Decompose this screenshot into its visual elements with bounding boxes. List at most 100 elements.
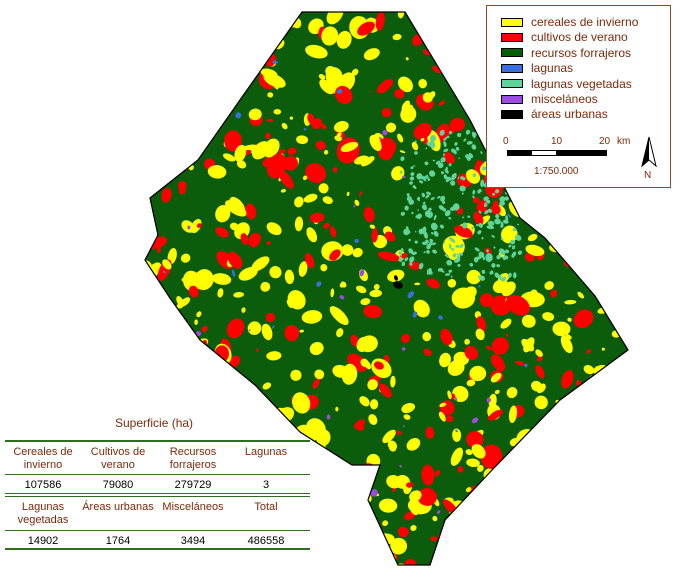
- land-patch: [178, 187, 186, 195]
- land-patch: [471, 417, 479, 424]
- map-legend: cereales de invierno cultivos de verano re…: [486, 5, 671, 188]
- land-patch: [472, 173, 477, 178]
- land-patch: [600, 421, 607, 429]
- land-patch: [431, 242, 436, 246]
- land-patch: [191, 393, 197, 402]
- land-patch: [601, 347, 605, 351]
- land-patch: [356, 336, 370, 353]
- land-patch: [532, 469, 543, 485]
- land-patch: [200, 53, 211, 66]
- land-patch: [411, 251, 417, 255]
- land-patch: [440, 328, 453, 346]
- land-patch: [426, 141, 432, 147]
- land-patch: [494, 189, 500, 194]
- land-patch: [151, 90, 164, 102]
- land-patch: [445, 415, 454, 423]
- land-patch: [463, 138, 467, 142]
- land-patch: [553, 543, 558, 551]
- land-patch: [333, 121, 349, 133]
- land-patch: [322, 196, 333, 205]
- land-patch: [480, 151, 483, 154]
- land-patch: [187, 225, 191, 230]
- land-patch: [414, 240, 418, 244]
- land-patch: [196, 69, 221, 86]
- land-patch: [613, 429, 628, 444]
- land-patch: [164, 92, 180, 107]
- land-patch: [330, 534, 336, 538]
- land-patch: [278, 170, 294, 189]
- land-patch: [318, 183, 329, 194]
- land-patch: [459, 185, 466, 192]
- land-patch: [583, 521, 597, 532]
- land-patch: [152, 375, 174, 395]
- land-patch: [472, 196, 480, 204]
- land-patch: [430, 222, 438, 231]
- land-patch: [488, 409, 504, 421]
- land-patch: [508, 244, 512, 248]
- land-patch: [369, 135, 382, 152]
- legend-item: cereales de invierno: [501, 15, 638, 29]
- land-patch: [474, 521, 484, 534]
- land-patch: [499, 201, 505, 206]
- land-patch: [384, 231, 396, 242]
- land-patch: [562, 192, 569, 196]
- land-patch: [443, 148, 449, 153]
- land-patch: [603, 477, 615, 493]
- land-patch: [598, 476, 606, 488]
- land-patch: [323, 222, 330, 229]
- land-patch: [444, 254, 448, 257]
- land-patch: [531, 211, 539, 219]
- land-patch: [466, 379, 476, 387]
- land-patch: [323, 149, 329, 155]
- land-patch: [352, 544, 364, 556]
- land-patch: [399, 150, 406, 154]
- land-patch: [561, 461, 573, 470]
- land-patch: [556, 238, 562, 244]
- land-patch: [440, 195, 446, 202]
- land-patch: [228, 69, 236, 74]
- land-patch: [245, 203, 257, 220]
- land-patch: [303, 128, 307, 131]
- land-patch: [433, 27, 452, 44]
- land-patch: [515, 192, 520, 196]
- land-patch: [399, 170, 403, 174]
- land-patch: [284, 324, 300, 342]
- land-patch: [149, 94, 165, 111]
- land-patch: [481, 269, 486, 274]
- land-patch: [351, 68, 359, 76]
- land-patch: [500, 537, 522, 554]
- land-patch: [422, 92, 433, 103]
- land-patch: [151, 165, 159, 178]
- land-patch: [464, 345, 479, 360]
- land-patch: [243, 421, 253, 428]
- land-patch: [343, 534, 351, 543]
- land-patch: [462, 222, 468, 229]
- land-patch: [145, 43, 149, 50]
- land-patch: [205, 560, 215, 565]
- land-patch: [201, 74, 208, 82]
- land-patch: [592, 223, 609, 241]
- land-patch: [426, 278, 440, 289]
- land-patch: [459, 243, 464, 249]
- header-cereales: Cereales de invierno: [13, 446, 73, 471]
- land-patch: [411, 166, 414, 169]
- land-patch: [614, 451, 621, 458]
- land-patch: [302, 175, 308, 181]
- scale-ratio: 1:750.000: [534, 166, 579, 177]
- land-patch: [457, 466, 464, 473]
- land-patch: [431, 232, 434, 235]
- land-patch: [465, 154, 470, 159]
- scale-bar: [507, 150, 607, 156]
- land-patch: [220, 37, 232, 55]
- land-patch: [287, 290, 306, 310]
- land-patch: [495, 213, 500, 219]
- land-patch: [479, 293, 494, 308]
- land-patch: [266, 413, 277, 422]
- land-patch: [414, 151, 418, 155]
- land-patch: [443, 141, 447, 148]
- land-patch: [598, 409, 609, 421]
- land-patch: [340, 141, 359, 153]
- land-patch: [255, 348, 259, 352]
- land-patch: [286, 463, 296, 474]
- land-patch: [403, 414, 411, 420]
